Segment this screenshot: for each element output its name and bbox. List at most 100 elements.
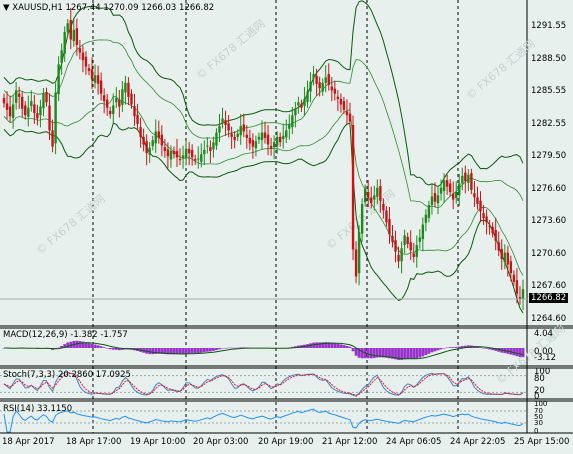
candle-body bbox=[163, 147, 167, 151]
candle-body bbox=[36, 113, 39, 119]
macd-bar bbox=[412, 348, 416, 359]
macd-bar bbox=[369, 348, 373, 359]
candle-body bbox=[169, 150, 173, 160]
main_panel.price_axis-tick-label: 1264.60 bbox=[531, 313, 567, 324]
candle-body bbox=[373, 195, 376, 200]
macd-bar bbox=[178, 348, 182, 355]
candle-body bbox=[461, 175, 464, 184]
macd-bar bbox=[418, 348, 422, 358]
inner-lower-band-line bbox=[3, 95, 524, 276]
candle-body bbox=[500, 248, 503, 260]
candle-body bbox=[212, 142, 215, 150]
candle-body bbox=[370, 197, 373, 203]
candle-body bbox=[130, 93, 133, 105]
macd-bar bbox=[351, 348, 355, 352]
macd-bar bbox=[151, 348, 155, 355]
candle-body bbox=[5, 103, 9, 110]
candle-body bbox=[66, 23, 69, 32]
candle-body bbox=[282, 135, 285, 140]
main_panel.price_axis-tick-label: 1279.50 bbox=[531, 151, 567, 161]
macd-bar bbox=[57, 347, 61, 349]
macd-bar bbox=[400, 348, 403, 360]
candle-body bbox=[503, 252, 506, 263]
candle-body bbox=[242, 124, 245, 132]
candle-body bbox=[197, 158, 200, 160]
candle-body bbox=[360, 203, 364, 234]
macd-bar bbox=[342, 345, 346, 348]
macd-bar bbox=[233, 347, 237, 349]
macd-bar bbox=[93, 344, 97, 348]
macd-bar bbox=[224, 347, 227, 349]
candle-body bbox=[433, 193, 437, 202]
macd-bar bbox=[430, 348, 434, 353]
macd-bar bbox=[391, 348, 394, 359]
macd-bar bbox=[199, 348, 203, 353]
macd-bar bbox=[196, 348, 200, 354]
candle-body bbox=[203, 149, 206, 155]
macd-bar bbox=[184, 348, 188, 354]
macd-bar bbox=[242, 347, 246, 348]
macd-bar bbox=[69, 341, 73, 348]
candle-body bbox=[236, 133, 239, 137]
dropdown-arrow-icon[interactable]: ▼ bbox=[3, 3, 10, 13]
candle-body bbox=[269, 146, 273, 149]
macd-bar bbox=[90, 343, 94, 348]
macd-bar bbox=[394, 348, 397, 360]
macd-bar bbox=[227, 347, 230, 349]
candle-body bbox=[306, 91, 309, 103]
macd-bar bbox=[327, 342, 331, 348]
candle-body bbox=[285, 130, 288, 138]
candle-body bbox=[118, 99, 121, 107]
rsi-label: RSI(14) 33.1150 bbox=[3, 404, 73, 414]
candle-body bbox=[263, 132, 267, 138]
candle-body bbox=[479, 200, 482, 212]
candle-body bbox=[84, 56, 88, 67]
macd-bar bbox=[120, 348, 124, 350]
time-tick-label: 21 Apr 12:00 bbox=[322, 437, 378, 447]
macd-bar bbox=[324, 342, 328, 348]
candle-body bbox=[388, 219, 391, 235]
candle-body bbox=[342, 101, 346, 110]
candle-body bbox=[491, 226, 494, 234]
time-tick-label: 19 Apr 10:00 bbox=[130, 437, 186, 447]
candle-body bbox=[221, 118, 224, 123]
stoch-tick-label: 80 bbox=[534, 374, 545, 384]
main_panel.price_axis-tick-label: 1273.60 bbox=[531, 216, 567, 226]
macd-tick-label: 0.00 bbox=[534, 347, 553, 357]
rsi-tick-label: 50 bbox=[534, 413, 543, 421]
macd-bar bbox=[236, 347, 240, 349]
candle-body bbox=[181, 155, 185, 158]
macd-bar bbox=[205, 348, 209, 352]
main_panel.price_axis-tick-label: 1288.50 bbox=[531, 53, 567, 64]
macd-bar bbox=[403, 348, 407, 360]
stoch-tick-label: 100 bbox=[534, 367, 551, 377]
candle-body bbox=[354, 249, 358, 277]
candle-body bbox=[63, 31, 66, 54]
macd-tick-label: -3.12 bbox=[534, 353, 556, 363]
candle-body bbox=[248, 137, 252, 144]
candle-body bbox=[184, 148, 188, 159]
inner-upper-band-line bbox=[3, 39, 524, 209]
macd-bar bbox=[491, 348, 495, 351]
upper-band-line bbox=[3, 0, 524, 188]
candle-body bbox=[297, 102, 300, 106]
candle-body bbox=[24, 105, 27, 116]
candle-body bbox=[48, 105, 51, 131]
candle-body bbox=[115, 97, 118, 103]
candle-body bbox=[2, 97, 6, 104]
macd-bar bbox=[84, 342, 88, 348]
candle-body bbox=[376, 187, 379, 197]
candle-body bbox=[14, 90, 18, 103]
candle-body bbox=[345, 111, 349, 116]
ohlc-values: 1267.44 1270.09 1266.03 1266.82 bbox=[65, 3, 215, 13]
candle-body bbox=[382, 203, 385, 211]
candle-body bbox=[497, 242, 500, 251]
candle-body bbox=[206, 145, 209, 147]
candle-body bbox=[194, 159, 197, 161]
candle-body bbox=[300, 103, 303, 108]
candle-body bbox=[154, 131, 157, 144]
symbol-label: XAUUSD,H1 bbox=[12, 3, 63, 13]
macd-bar bbox=[2, 348, 6, 349]
